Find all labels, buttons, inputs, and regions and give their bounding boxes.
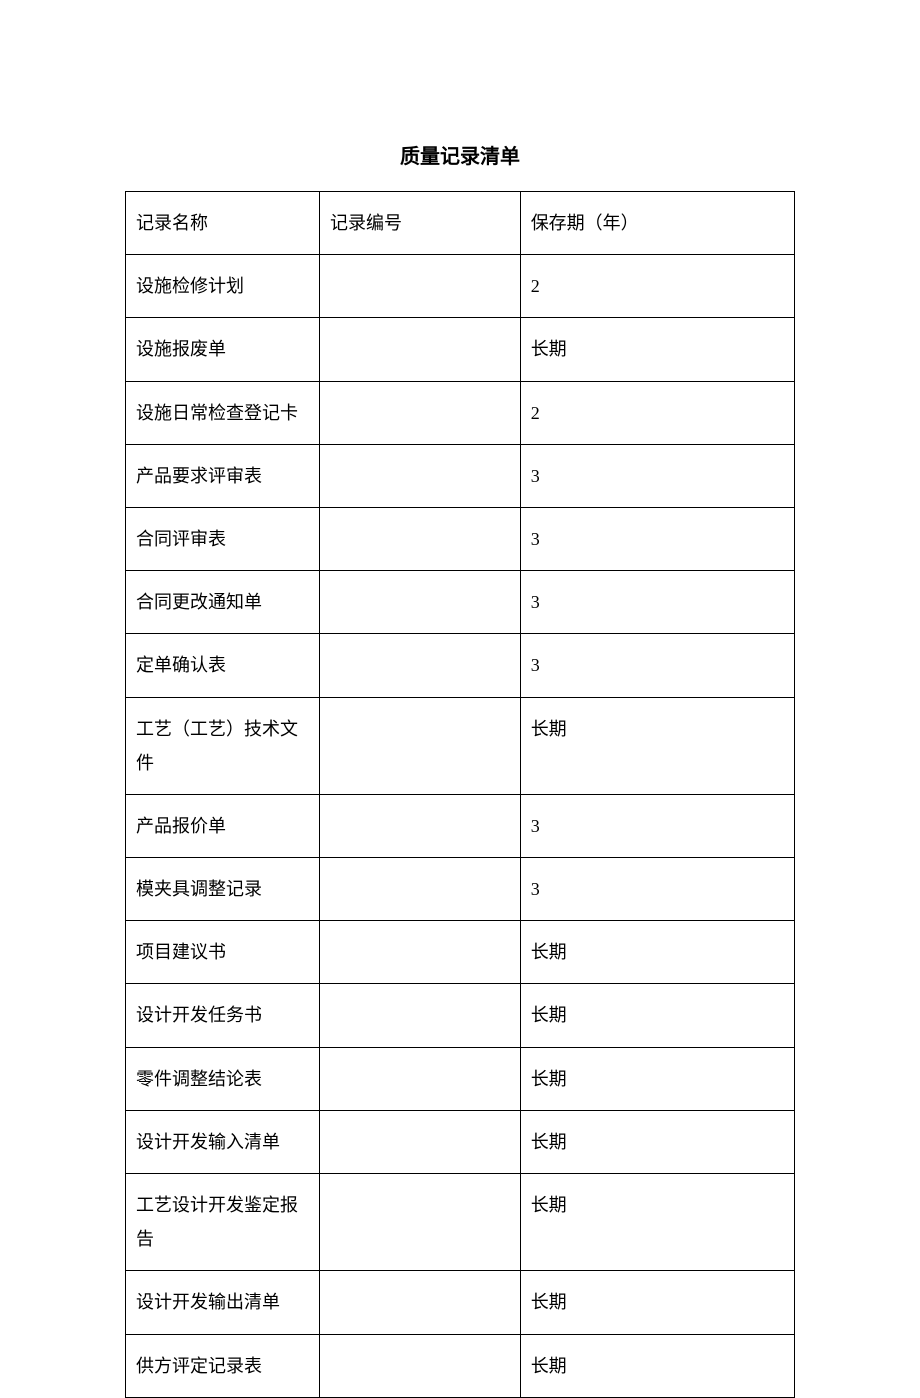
cell-name: 工艺（工艺）技术文件 <box>126 697 320 794</box>
table-row: 设计开发输入清单 长期 <box>126 1110 795 1173</box>
table-row: 工艺设计开发鉴定报告 长期 <box>126 1174 795 1271</box>
cell-period: 长期 <box>520 1271 794 1334</box>
cell-name: 合同更改通知单 <box>126 571 320 634</box>
table-row: 项目建议书 长期 <box>126 921 795 984</box>
cell-name: 设施日常检查登记卡 <box>126 381 320 444</box>
cell-name: 模夹具调整记录 <box>126 858 320 921</box>
cell-period: 3 <box>520 794 794 857</box>
cell-code <box>320 634 521 697</box>
cell-period: 2 <box>520 255 794 318</box>
table-row: 设计开发任务书 长期 <box>126 984 795 1047</box>
cell-name: 产品要求评审表 <box>126 444 320 507</box>
cell-name: 合同评审表 <box>126 507 320 570</box>
header-name: 记录名称 <box>126 192 320 255</box>
cell-period: 3 <box>520 571 794 634</box>
cell-period: 长期 <box>520 1110 794 1173</box>
cell-period: 长期 <box>520 1174 794 1271</box>
cell-code <box>320 1334 521 1397</box>
table-row: 供方评定记录表 长期 <box>126 1334 795 1397</box>
cell-code <box>320 697 521 794</box>
cell-period: 2 <box>520 381 794 444</box>
cell-period: 长期 <box>520 697 794 794</box>
header-code: 记录编号 <box>320 192 521 255</box>
cell-name: 产品报价单 <box>126 794 320 857</box>
cell-code <box>320 858 521 921</box>
cell-name: 零件调整结论表 <box>126 1047 320 1110</box>
table-row: 工艺（工艺）技术文件 长期 <box>126 697 795 794</box>
header-period: 保存期（年） <box>520 192 794 255</box>
table-row: 模夹具调整记录 3 <box>126 858 795 921</box>
cell-name: 设计开发任务书 <box>126 984 320 1047</box>
cell-period: 长期 <box>520 1047 794 1110</box>
cell-period: 长期 <box>520 984 794 1047</box>
table-body: 记录名称 记录编号 保存期（年） 设施检修计划2设施报废单长期设施日常检查登记卡… <box>126 192 795 1398</box>
cell-period: 长期 <box>520 318 794 381</box>
cell-code <box>320 1110 521 1173</box>
cell-code <box>320 794 521 857</box>
table-row: 合同更改通知单 3 <box>126 571 795 634</box>
cell-code <box>320 507 521 570</box>
cell-code <box>320 1047 521 1110</box>
cell-code <box>320 318 521 381</box>
cell-name: 设计开发输入清单 <box>126 1110 320 1173</box>
page-title: 质量记录清单 <box>125 140 795 169</box>
table-row: 设施报废单 长期 <box>126 318 795 381</box>
table-row: 零件调整结论表 长期 <box>126 1047 795 1110</box>
cell-code <box>320 1271 521 1334</box>
cell-name: 供方评定记录表 <box>126 1334 320 1397</box>
cell-name: 设施检修计划 <box>126 255 320 318</box>
table-header-row: 记录名称 记录编号 保存期（年） <box>126 192 795 255</box>
cell-name: 项目建议书 <box>126 921 320 984</box>
cell-code <box>320 984 521 1047</box>
cell-period: 长期 <box>520 1334 794 1397</box>
cell-code <box>320 381 521 444</box>
cell-code <box>320 921 521 984</box>
cell-name: 设施报废单 <box>126 318 320 381</box>
cell-code <box>320 444 521 507</box>
quality-records-table: 记录名称 记录编号 保存期（年） 设施检修计划2设施报废单长期设施日常检查登记卡… <box>125 191 795 1398</box>
cell-name: 设计开发输出清单 <box>126 1271 320 1334</box>
table-row: 产品报价单 3 <box>126 794 795 857</box>
table-row: 产品要求评审表 3 <box>126 444 795 507</box>
cell-name: 工艺设计开发鉴定报告 <box>126 1174 320 1271</box>
cell-code <box>320 255 521 318</box>
cell-period: 3 <box>520 634 794 697</box>
cell-name: 定单确认表 <box>126 634 320 697</box>
table-row: 设施日常检查登记卡 2 <box>126 381 795 444</box>
cell-period: 3 <box>520 444 794 507</box>
table-row: 设计开发输出清单 长期 <box>126 1271 795 1334</box>
cell-period: 3 <box>520 858 794 921</box>
table-row: 定单确认表 3 <box>126 634 795 697</box>
cell-period: 3 <box>520 507 794 570</box>
cell-code <box>320 1174 521 1271</box>
table-row: 合同评审表 3 <box>126 507 795 570</box>
table-row: 设施检修计划 2 <box>126 255 795 318</box>
cell-code <box>320 571 521 634</box>
cell-period: 长期 <box>520 921 794 984</box>
